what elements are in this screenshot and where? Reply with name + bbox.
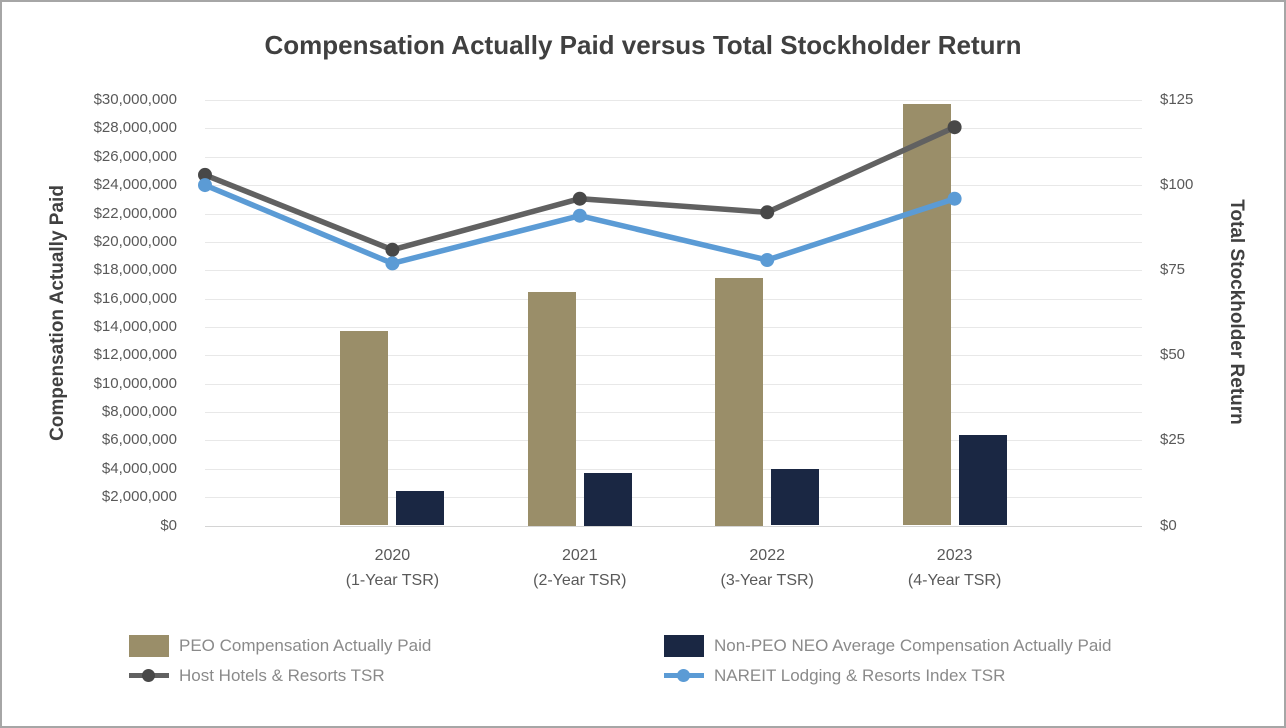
x-axis-label-year: 2021 (562, 547, 598, 564)
host-tsr-marker (572, 191, 587, 206)
left-axis-tick-label: $16,000,000 (93, 289, 177, 307)
right-axis-tick-label: $50 (1160, 346, 1186, 364)
nareit-tsr-marker (760, 253, 775, 267)
right-axis-title: Total Stockholder Return (1226, 199, 1247, 425)
right-axis-tick-label: $100 (1160, 176, 1194, 194)
left-axis-tick-label: $18,000,000 (93, 261, 177, 279)
legend-label-host-tsr: Host Hotels & Resorts TSR (179, 666, 385, 685)
nareit-tsr-marker (198, 178, 212, 193)
legend-item-nonpeo-compensation: Non-PEO NEO Average Compensation Actuall… (664, 635, 1112, 657)
gridline (205, 355, 1142, 357)
x-axis-label-year: 2022 (749, 547, 785, 564)
left-axis-tick-label: $8,000,000 (101, 403, 177, 420)
left-axis-tick-label: $2,000,000 (101, 488, 177, 506)
nonpeo-cap-bar-2021 (583, 473, 632, 526)
legend-label-peo-compensation: PEO Compensation Actually Paid (179, 636, 432, 655)
left-axis-tick-label: $6,000,000 (101, 431, 177, 449)
peo-bar-swatch (129, 635, 169, 657)
x-axis-label-period: (2-Year TSR) (533, 572, 627, 589)
nonpeo-bar-swatch (664, 635, 704, 657)
legend-label-nonpeo-compensation: Non-PEO NEO Average Compensation Actuall… (714, 636, 1112, 655)
host-tsr-marker (385, 242, 400, 257)
legend-item-host-tsr: Host Hotels & Resorts TSR (129, 665, 385, 687)
gridline (205, 100, 1142, 101)
gridline (205, 383, 1142, 385)
legend-item-nareit-tsr: NAREIT Lodging & Resorts Index TSR (664, 665, 1005, 687)
x-axis-label-2022: 2022 (3-Year TSR) (672, 543, 862, 593)
host-tsr-line-swatch (129, 665, 169, 687)
left-axis-tick-label: $22,000,000 (93, 204, 177, 222)
legend-item-peo-compensation: PEO Compensation Actually Paid (129, 635, 431, 657)
x-axis-label-period: (1-Year TSR) (345, 572, 440, 589)
x-axis-label-2023: 2023 (4-Year TSR) (860, 543, 1050, 593)
gridline (205, 213, 1142, 215)
x-axis-label-period: (3-Year TSR) (720, 572, 814, 589)
gridline (205, 440, 1142, 442)
peo-cap-bar-2022 (715, 278, 764, 526)
nonpeo-cap-bar-2022 (771, 468, 820, 526)
nonpeo-cap-bar-2023 (958, 434, 1007, 526)
right-axis-tick-label: $75 (1160, 261, 1186, 279)
left-axis-tick-label: $30,000,000 (93, 91, 177, 108)
left-axis-tick-label: $24,000,000 (93, 176, 177, 194)
gridline (205, 156, 1142, 158)
right-axis-tick-label: $0 (1160, 516, 1177, 534)
peo-cap-bar-2021 (527, 291, 576, 526)
gridline (205, 525, 1142, 527)
left-axis-tick-label: $12,000,000 (93, 346, 177, 364)
legend-label-nareit-tsr: NAREIT Lodging & Resorts Index TSR (714, 666, 1006, 685)
x-axis-label-2020: 2020 (1-Year TSR) (297, 543, 487, 593)
gridline (205, 185, 1142, 187)
nareit-tsr-line-swatch (664, 665, 704, 687)
gridline (205, 497, 1142, 499)
left-axis-tick-label: $26,000,000 (93, 147, 177, 165)
host-tsr-marker (198, 167, 212, 182)
gridline (205, 241, 1142, 243)
right-axis-tick-label: $25 (1160, 431, 1186, 449)
nareit-tsr-marker (572, 208, 587, 223)
gridline (205, 412, 1142, 413)
x-axis-label-year: 2020 (374, 547, 411, 564)
nonpeo-cap-bar-2020 (396, 490, 445, 526)
tsr-lines-svg (198, 120, 962, 271)
gridline (205, 298, 1142, 300)
nareit-tsr-marker-glyph (677, 669, 690, 682)
x-axis-label-2021: 2021 (2-Year TSR) (485, 543, 675, 593)
x-axis-label-year: 2023 (936, 547, 973, 564)
host-tsr-marker (760, 205, 775, 220)
gridline (205, 326, 1142, 328)
left-axis-tick-label: $20,000,000 (93, 232, 177, 250)
peo-cap-bar-2023 (902, 104, 951, 526)
nareit-tsr-marker (385, 256, 400, 271)
gridline (205, 270, 1142, 272)
chart-title: Compensation Actually Paid versus Total … (264, 30, 1022, 60)
gridline (205, 468, 1142, 470)
x-axis-label-period: (4-Year TSR) (907, 572, 1002, 589)
left-axis-tick-label: $10,000,000 (93, 374, 177, 392)
left-axis-tick-label: $0 (160, 516, 177, 534)
gridline (205, 128, 1142, 130)
left-axis-tick-label: $28,000,000 (93, 119, 177, 137)
left-axis-tick-label: $14,000,000 (93, 317, 177, 335)
right-axis-tick-label: $125 (1160, 91, 1194, 108)
left-axis-tick-label: $4,000,000 (101, 459, 177, 477)
host-tsr-marker (947, 120, 962, 135)
host-tsr-marker-glyph (142, 669, 155, 682)
peo-cap-bar-2020 (340, 331, 389, 526)
nareit-tsr-marker (947, 191, 962, 206)
